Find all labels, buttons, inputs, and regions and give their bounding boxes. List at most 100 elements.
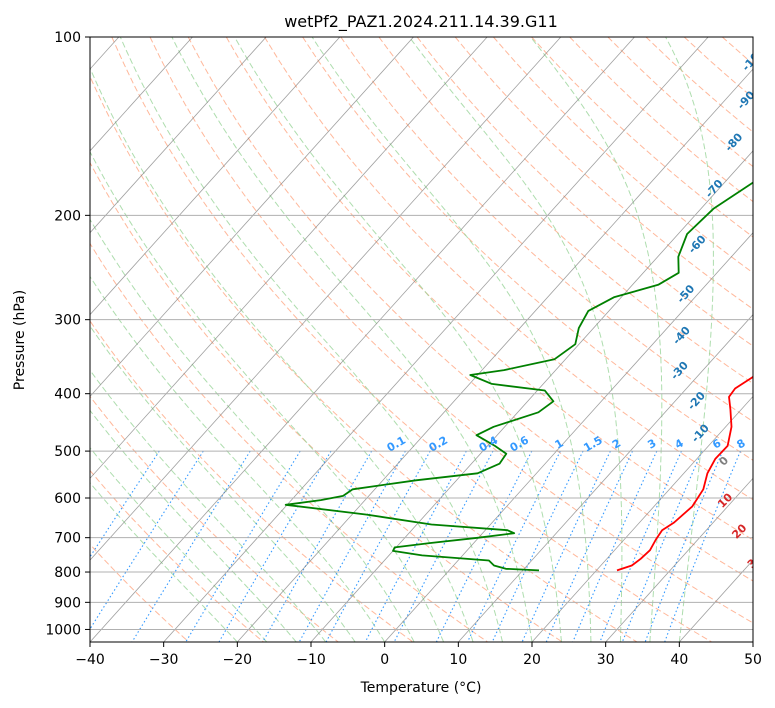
x-tick-label: 20 (523, 652, 541, 668)
dry-adiabat-line (149, 37, 753, 624)
mixing-ratio-label: 6 (710, 436, 723, 451)
mixing-ratio-line (521, 450, 611, 642)
mixing-ratio-label: 2 (610, 437, 623, 452)
dry-adiabat-line (645, 37, 753, 133)
x-tick-label: 40 (670, 652, 688, 668)
y-tick-label: 1000 (45, 622, 81, 638)
x-tick-label: 30 (597, 652, 615, 668)
mixing-ratio-line (664, 450, 742, 642)
mixing-ratio-line (90, 450, 204, 630)
dry-adiabat-line (90, 395, 339, 642)
isotherm-line (384, 232, 753, 642)
mixing-ratio-line (435, 450, 533, 642)
plot-frame (89, 36, 754, 643)
dry-adiabat-line (264, 37, 753, 501)
plot-area: -100-90-80-70-60-50-40-30-20-100.1 0.2 0.4… (90, 37, 775, 642)
y-tick-label: 500 (54, 444, 81, 460)
dry-adiabat-label: -50 (674, 282, 697, 306)
moist-adiabat-line (530, 37, 663, 642)
isotherm-line (163, 37, 709, 642)
moist-adiabat-line (90, 409, 297, 642)
chart-title: wetPf2_PAZ1.2024.211.14.39.G11 (284, 12, 558, 32)
isotherm-line (237, 68, 753, 642)
mixing-ratio-line (599, 450, 682, 642)
dry-adiabat-line (493, 37, 753, 274)
mixing-ratio-line (298, 450, 406, 642)
moist-adiabat-line (90, 275, 386, 642)
moist-adiabat-line (90, 325, 356, 642)
isotherm-line (90, 37, 635, 642)
moist-adiabat-line (90, 150, 445, 642)
y-tick-label: 600 (54, 491, 81, 507)
isotherm-line (90, 37, 414, 398)
dry-adiabat-label: -90 (735, 88, 758, 112)
x-tick-label: −30 (149, 652, 179, 668)
dry-adiabat-line (454, 37, 753, 310)
dry-adiabat-line (90, 320, 414, 642)
moist-adiabat-line (408, 37, 623, 642)
mixing-ratio-line (545, 450, 633, 642)
y-axis-title: Pressure (hPa) (12, 290, 28, 390)
moist-adiabat-line (90, 481, 238, 642)
isotherm-line (605, 477, 753, 642)
isotherm-label: 30 (745, 551, 765, 571)
sounding-series (284, 181, 753, 572)
dry-adiabat-line (187, 37, 753, 582)
dry-adiabat-line (90, 469, 264, 642)
dry-adiabat-line (416, 37, 753, 347)
isotherm-line (458, 313, 753, 642)
moist-adiabat-line (234, 37, 562, 642)
dry-adiabat-label: -70 (703, 177, 726, 201)
mixing-ratio-line (572, 450, 658, 642)
isotherm-line (752, 641, 753, 642)
mixing-ratio-label: 10 (758, 434, 775, 453)
y-tick-label: 200 (54, 208, 81, 224)
dry-adiabat-line (302, 37, 753, 461)
y-tick-label: 300 (54, 313, 81, 329)
isotherm-line (90, 37, 193, 152)
dewpoint-line (284, 181, 753, 572)
isotherm-line (531, 395, 753, 642)
moist-adiabat-line (119, 37, 503, 642)
isotherm-line (90, 37, 562, 561)
x-tick-label: 10 (449, 652, 467, 668)
dry-adiabat-line (225, 37, 753, 541)
skewed-isotherms (90, 37, 753, 642)
y-tick-label: 400 (54, 387, 81, 403)
dry-adiabat-line (607, 37, 753, 168)
isotherm-label: 10 (715, 490, 735, 510)
dry-adiabat-label: -30 (668, 359, 691, 383)
mixing-ratio-line (644, 450, 724, 642)
dry-adiabat-line (90, 242, 488, 642)
dry-adiabat-line (761, 37, 775, 642)
isotherm-line (90, 37, 341, 316)
dry-adiabat-line (111, 37, 712, 642)
isotherm-label: 40 (765, 580, 775, 600)
temperature-line (616, 375, 753, 572)
pressure-gridlines (90, 37, 753, 630)
isotherm-line (310, 150, 753, 642)
moist-adiabat-line (90, 369, 327, 642)
x-tick-label: 50 (744, 652, 762, 668)
x-tick-label: 0 (380, 652, 389, 668)
moist-adiabat-line (665, 37, 714, 642)
moist-adiabat-line (90, 446, 268, 642)
moist-adiabat-line (171, 37, 533, 642)
mixing-ratio-line (262, 450, 373, 642)
isotherm-line (679, 559, 753, 642)
mixing-ratio-line (325, 450, 431, 642)
dry-adiabat-line (683, 37, 753, 99)
dry-adiabat-line (90, 75, 638, 642)
mixing-ratio-line (364, 450, 467, 642)
dry-adiabat-line (531, 37, 753, 238)
isotherm-label: 20 (729, 521, 749, 541)
mixing-ratio-label: 3 (645, 437, 658, 452)
mixing-ratio-line (131, 450, 251, 642)
y-tick-label: 800 (54, 565, 81, 581)
dry-adiabat-label: -100 (739, 44, 767, 73)
y-tick-label: 100 (54, 30, 81, 46)
mixing-ratio-line (185, 450, 301, 642)
moist-adiabat-line (90, 218, 415, 642)
dry-adiabat-line (90, 543, 190, 642)
